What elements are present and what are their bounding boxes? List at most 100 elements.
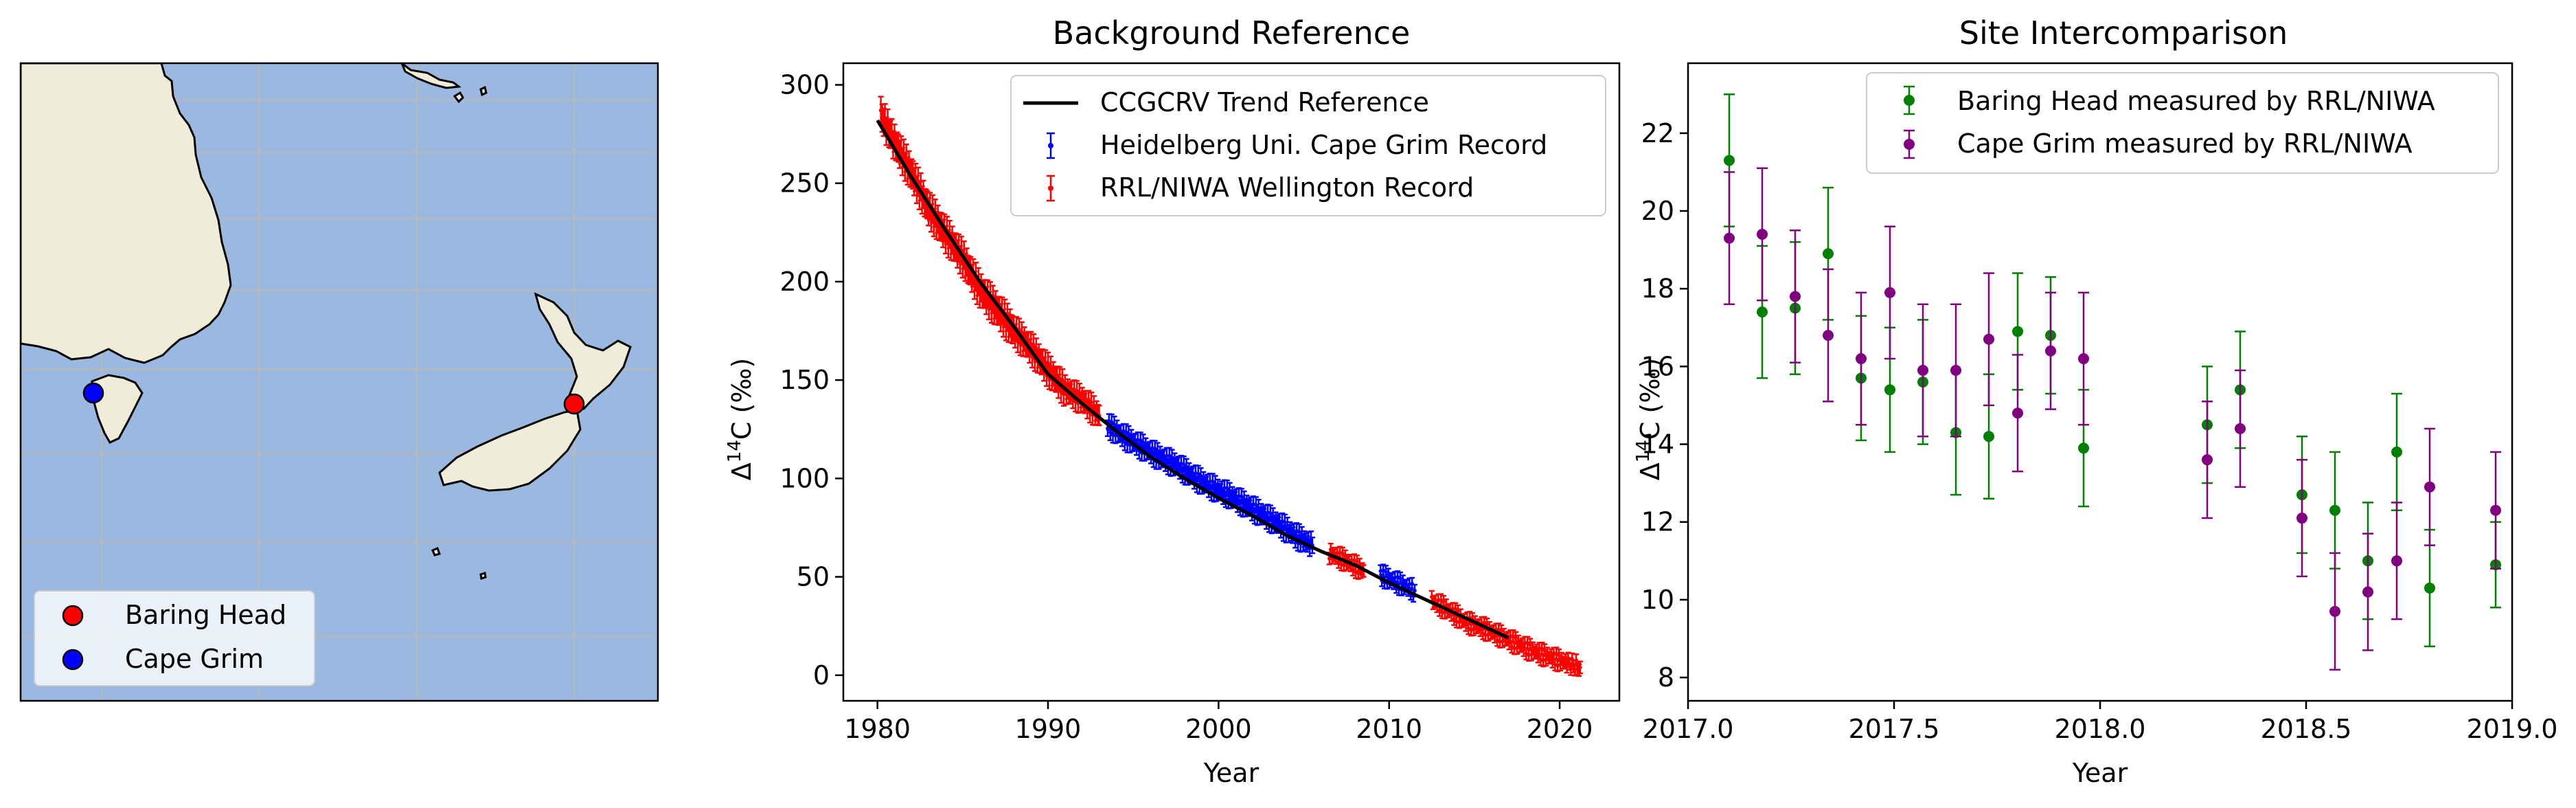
rrl-niwa-point xyxy=(1574,658,1578,662)
y-tick-label: 50 xyxy=(797,562,830,592)
bg-legend: CCGCRV Trend Reference Heidelberg Uni. C… xyxy=(1010,75,1606,216)
heidelberg-point xyxy=(1108,430,1113,435)
legend-label: Heidelberg Uni. Cape Grim Record xyxy=(1100,130,1547,160)
legend-errorbar-swatch xyxy=(1904,129,1915,159)
y-tick-label: 16 xyxy=(1641,351,1674,381)
rrl-niwa-point xyxy=(1452,617,1457,621)
heidelberg-point xyxy=(1254,503,1258,507)
plot-frame xyxy=(1687,62,2514,702)
bg-plot-marks xyxy=(876,96,1583,677)
x-tick-label: 2017.5 xyxy=(1849,714,1940,744)
bg-axis-ticks: 1980 1990 2000 2010 2020 0 50 100 150 200 250 300 xyxy=(779,70,1593,744)
cape-grim-point xyxy=(1884,287,1895,298)
heidelberg-point xyxy=(1152,447,1157,451)
y-tick-label: 18 xyxy=(1641,273,1674,304)
rrl-niwa-point xyxy=(1514,636,1518,640)
cape-grim-point xyxy=(2078,353,2089,365)
y-tick-label: 100 xyxy=(779,463,830,493)
baring-head-point xyxy=(1724,155,1735,166)
plot-frame xyxy=(842,62,1621,702)
heidelberg-point xyxy=(1224,486,1229,491)
map-frame xyxy=(19,62,659,702)
rrl-niwa-point xyxy=(1089,400,1093,405)
legend-label: Cape Grim measured by RRL/NIWA xyxy=(1957,128,2413,159)
rrl-niwa-point xyxy=(1437,608,1442,612)
rrl-niwa-point xyxy=(1550,660,1555,664)
rrl-niwa-point xyxy=(1453,607,1458,611)
land-masses xyxy=(21,63,632,580)
new-zealand-north-island xyxy=(534,292,632,412)
x-axis-label: Year xyxy=(1203,758,1259,788)
x-tick-label: 2019.0 xyxy=(2467,714,2558,744)
site-intercomparison-panel: Site Intercomparison 2017.0 2017.5 2018.0 2… xyxy=(1633,14,2557,788)
heidelberg-point xyxy=(1109,420,1114,425)
y-tick-label: 12 xyxy=(1641,507,1674,537)
legend-cape-grim-point xyxy=(1904,139,1915,150)
rrl-niwa-point xyxy=(1528,642,1532,647)
small-island xyxy=(453,91,464,104)
tasmania-island xyxy=(91,374,144,444)
legend-label: RRL/NIWA Wellington Record xyxy=(1100,172,1474,203)
heidelberg-point xyxy=(1124,430,1128,434)
heidelberg-point xyxy=(1138,438,1143,442)
rrl-niwa-point xyxy=(1499,629,1503,633)
cape-grim-point xyxy=(2391,555,2402,567)
rrl-niwa-point xyxy=(1569,667,1573,671)
circle-marker-icon xyxy=(62,649,84,671)
heidelberg-point xyxy=(1384,570,1388,574)
rrl-niwa-point xyxy=(1336,560,1341,564)
cape-grim-point xyxy=(2045,345,2056,357)
small-island xyxy=(479,572,487,580)
cape-grim-point xyxy=(2012,407,2023,419)
rrl-niwa-point xyxy=(1456,609,1460,614)
x-tick-label: 2018.5 xyxy=(2261,714,2352,744)
heidelberg-point xyxy=(1112,422,1117,427)
map-panel: Baring Head Cape Grim xyxy=(19,62,659,702)
legend-rrl-niwa-point xyxy=(1048,186,1053,191)
legend-label: Baring Head measured by RRL/NIWA xyxy=(1957,86,2435,116)
y-tick-label: 22 xyxy=(1641,118,1674,148)
cape-grim-point xyxy=(1823,330,1834,341)
chart-title: Site Intercomparison xyxy=(1959,14,2288,52)
legend-errorbar-swatch xyxy=(1047,132,1055,159)
heidelberg-point xyxy=(1240,494,1244,499)
heidelberg-point xyxy=(1181,462,1186,467)
small-island xyxy=(431,547,441,557)
heidelberg-point xyxy=(1268,511,1273,515)
cape-grim-point xyxy=(1724,232,1735,244)
circle-marker-icon xyxy=(62,605,84,627)
heidelberg-point xyxy=(1126,431,1131,436)
site-marker-cape-grim xyxy=(82,382,104,404)
cape-grim-point xyxy=(2424,481,2435,493)
y-tick-label: 250 xyxy=(779,168,830,199)
heidelberg-point xyxy=(1141,440,1145,445)
cape-grim-point xyxy=(2490,504,2501,516)
legend-box xyxy=(1010,75,1606,216)
rrl-niwa-point xyxy=(1536,654,1540,659)
heidelberg-point xyxy=(1210,480,1215,484)
site-marker-baring-head xyxy=(563,393,585,415)
legend-heidelberg-point xyxy=(1048,143,1053,148)
si-axis-ticks: 2017.0 2017.5 2018.0 2018.5 2019.0 8 10 12 14 16 1… xyxy=(1641,118,2558,744)
heidelberg-point xyxy=(1170,456,1174,460)
map-legend-label: Cape Grim xyxy=(125,644,264,674)
rrl-niwa-point xyxy=(1578,665,1582,670)
rrl-niwa-point xyxy=(1441,599,1446,604)
rrl-niwa-point xyxy=(1564,664,1569,669)
cape-grim-point xyxy=(2235,423,2246,434)
rrl-niwa-point xyxy=(1485,622,1489,627)
y-tick-label: 200 xyxy=(779,267,830,297)
rrl-niwa-point xyxy=(1341,551,1345,556)
y-tick-label: 10 xyxy=(1641,585,1674,615)
cape-grim-point xyxy=(2329,605,2340,617)
rrl-niwa-point xyxy=(1557,653,1561,658)
baring-head-point xyxy=(2329,504,2340,516)
heidelberg-point xyxy=(1122,440,1127,445)
legend-errorbar-swatch xyxy=(1047,175,1055,202)
australia-landmass xyxy=(21,63,232,364)
baring-head-point xyxy=(2424,582,2435,594)
y-tick-label: 300 xyxy=(779,70,830,100)
legend-label: CCGCRV Trend Reference xyxy=(1100,87,1429,117)
y-axis-label: Δ14C (‰) xyxy=(1633,358,1665,480)
